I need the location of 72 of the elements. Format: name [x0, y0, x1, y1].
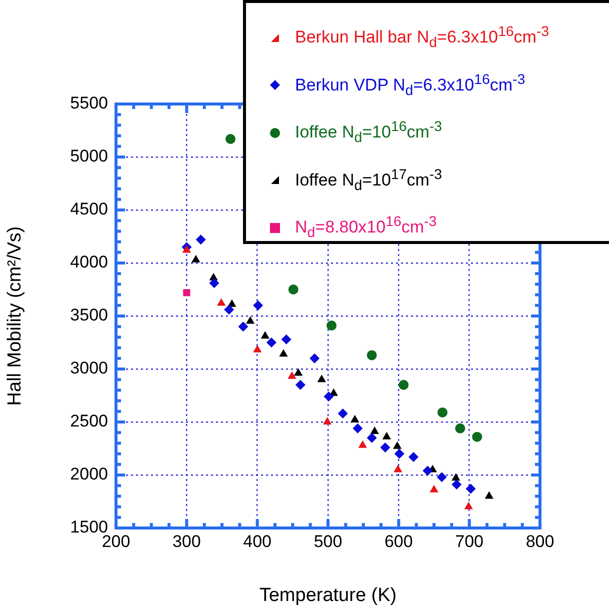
point [326, 320, 337, 331]
legend-label: Berkun Hall bar N$_{d}$=6.3x10$^{16}$cm$^{-3}$ [295, 24, 550, 52]
point [466, 484, 476, 494]
y-tick-label: 5000 [70, 146, 108, 166]
point [288, 371, 296, 379]
point [266, 338, 276, 348]
point [216, 298, 226, 306]
point [310, 353, 320, 364]
legend-label: Ioffee N$_{d}$=10$^{16}$cm$^{-3}$ [295, 119, 442, 146]
x-axis-title: Temperature (K) [259, 584, 397, 606]
point [394, 464, 402, 472]
point [398, 380, 409, 390]
y-tick-label: 2500 [70, 412, 108, 431]
point [366, 432, 377, 443]
point [324, 392, 334, 402]
point [392, 441, 402, 449]
point [452, 473, 460, 481]
point [358, 440, 367, 448]
x-tick-label: 600 [384, 532, 413, 551]
y-tick-label: 4500 [70, 200, 108, 219]
point [322, 417, 332, 424]
y-tick-label: 3000 [70, 358, 108, 378]
point [253, 300, 264, 310]
point [182, 245, 191, 253]
y-tick-label: 3500 [70, 306, 108, 325]
point [288, 284, 298, 294]
point [192, 254, 200, 262]
point [408, 452, 419, 462]
point [260, 331, 270, 339]
y-tick-label: 2000 [70, 464, 108, 484]
point [472, 432, 482, 442]
point [366, 350, 377, 360]
point [484, 491, 494, 499]
y-tick-label: 5500 [70, 94, 108, 113]
point [317, 374, 326, 382]
x-tick-label: 400 [243, 532, 272, 551]
point [253, 344, 262, 352]
point [238, 322, 248, 332]
point [452, 480, 462, 490]
point [422, 466, 433, 476]
point [279, 349, 288, 357]
point [436, 472, 447, 482]
point [294, 368, 303, 376]
x-tick-label: 800 [526, 532, 554, 551]
point [437, 407, 448, 418]
point [246, 316, 255, 324]
point [209, 278, 220, 288]
point [464, 502, 473, 510]
x-tick-label: 500 [314, 532, 342, 551]
x-tick-label: 700 [455, 532, 484, 551]
point [224, 304, 234, 315]
point [382, 432, 391, 440]
point [196, 234, 206, 245]
point [370, 426, 379, 434]
y-axis-title: Hall Mobility (cm²/Vs) [4, 226, 26, 406]
legend-label: N$_{d}$=8.80x10$^{16}$cm$^{-3}$ [295, 214, 437, 242]
y-tick-label: 4000 [70, 252, 108, 272]
legend-label: Ioffee N$_{d}$=10$^{17}$cm$^{-3}$ [295, 166, 442, 194]
point [380, 442, 390, 452]
point [430, 484, 438, 492]
point [183, 289, 190, 296]
point [295, 380, 306, 390]
x-tick-label: 300 [172, 532, 201, 551]
point [338, 408, 348, 419]
point [281, 334, 292, 344]
x-tick-label: 200 [102, 532, 130, 551]
point [225, 134, 236, 144]
point [394, 448, 404, 459]
point [352, 423, 363, 434]
point [350, 414, 360, 422]
point [455, 423, 466, 434]
legend-label: Berkun VDP N$_{d}$=6.3x10$^{16}$cm$^{-3}$ [295, 72, 526, 99]
